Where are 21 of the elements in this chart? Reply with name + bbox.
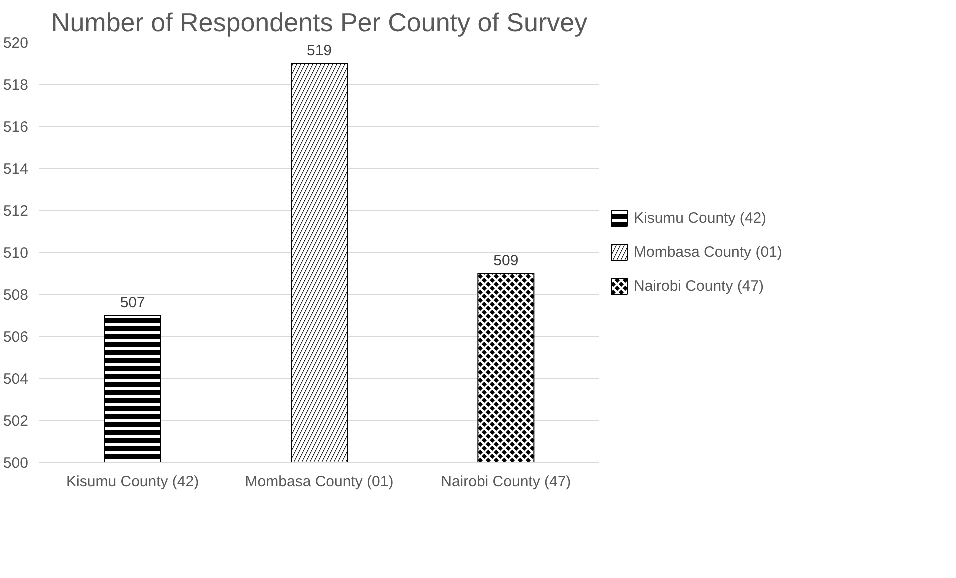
y-tick-label: 504 — [3, 371, 29, 388]
y-tick-label: 518 — [3, 77, 29, 94]
y-tick-label: 510 — [3, 245, 29, 262]
legend-label: Mombasa County (01) — [634, 244, 782, 260]
y-tick-label: 506 — [3, 329, 29, 346]
data-label: 519 — [306, 42, 332, 60]
x-tick-label: Nairobi County (47) — [441, 474, 572, 490]
y-tick-label: 516 — [3, 119, 29, 136]
data-label: 509 — [494, 252, 519, 270]
y-tick-label: 508 — [3, 287, 29, 304]
y-tick-label: 520 — [3, 35, 29, 52]
legend-label: Nairobi County (47) — [634, 278, 764, 294]
x-tick-label: Kisumu County (42) — [66, 474, 200, 490]
y-tick-label: 514 — [3, 161, 29, 178]
legend-label: Kisumu County (42) — [634, 210, 767, 226]
data-label: 507 — [120, 294, 146, 312]
y-tick-label: 502 — [3, 413, 29, 430]
x-tick-label: Mombasa County (01) — [245, 474, 394, 490]
y-tick-label: 500 — [3, 455, 29, 472]
y-tick-label: 512 — [3, 203, 29, 220]
chart-title: Number of Respondents Per County of Survey — [51, 8, 588, 38]
